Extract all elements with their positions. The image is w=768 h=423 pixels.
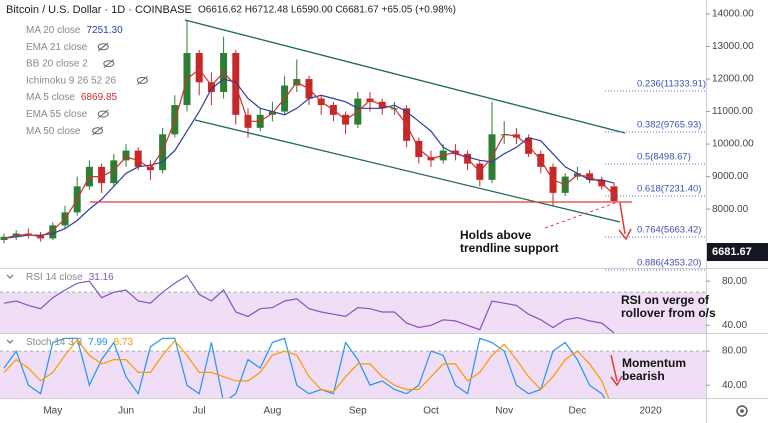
x-tick-label: Nov	[495, 406, 513, 417]
settings-icon-center	[740, 409, 744, 413]
trendline-projection	[544, 202, 616, 229]
pane-label: RSI 14 close 31.16	[26, 272, 114, 283]
indicator-line	[3, 274, 615, 333]
hidden-eye-slash	[97, 42, 109, 52]
x-tick-label: May	[43, 406, 62, 417]
hidden-eye-slash	[92, 126, 103, 136]
arrow	[610, 354, 618, 382]
fib-label: 0.382(9765.93)	[637, 120, 701, 131]
hidden-eye-slash	[97, 109, 109, 119]
ohlc-header: O6616.62 H6712.48 L6590.00 C6681.67 +65.…	[198, 5, 456, 16]
y-tick-label: 12000.00	[712, 74, 754, 85]
fib-label: 0.618(7231.40)	[637, 184, 701, 195]
pane-label-name: RSI 14 close	[26, 272, 83, 283]
x-tick-label: Sep	[349, 406, 367, 417]
y-tick-label: 11000.00	[712, 106, 753, 117]
x-tick-label: Jul	[193, 406, 206, 417]
pane-label-value: 7.99	[88, 337, 108, 348]
annotation: rollover from o/s	[621, 306, 716, 320]
indicator-legend: EMA 21 close	[26, 41, 88, 52]
indicator-name: BB 20 close 2	[26, 58, 88, 69]
indicator-name: EMA 21 close	[26, 41, 88, 52]
indicator-legend: MA 50 close	[26, 125, 81, 136]
candle-body	[195, 53, 203, 83]
fib-label: 0.5(8498.67)	[637, 152, 691, 163]
candle-body	[159, 134, 167, 171]
x-tick-label: Oct	[423, 406, 439, 417]
hidden-eye-icon	[97, 43, 109, 51]
hidden-eye-slash	[103, 59, 115, 68]
annotation: bearish	[622, 369, 665, 383]
annotation: Holds above	[460, 228, 532, 242]
pane-band	[0, 351, 706, 398]
fib-label: 0.764(5663.42)	[637, 225, 701, 236]
hidden-eye-icon	[136, 76, 148, 84]
indicator-name: Ichimoku 9 26 52 26	[26, 75, 116, 86]
y-tick-label: 13000.00	[712, 41, 754, 52]
fib-label: 0.236(11333.91)	[637, 79, 706, 90]
pane-label: Stoch 14 3 3 7.99 8.73	[26, 337, 134, 348]
indicator-legend: Ichimoku 9 26 52 26	[26, 75, 116, 86]
pane-label-value: 8.73	[114, 337, 134, 348]
candle-body	[207, 82, 215, 93]
y-tick-label: 14000.00	[712, 9, 754, 20]
annotation: trendline support	[460, 241, 559, 255]
indicator-legend: BB 20 close 2	[26, 58, 88, 69]
indicator-name: MA 20 close	[26, 25, 81, 36]
hidden-eye-slash	[137, 76, 148, 85]
x-tick-label: Jun	[118, 406, 134, 417]
candle-body	[134, 150, 142, 167]
candle-body	[110, 160, 118, 184]
arrow	[619, 202, 626, 235]
indicator-legend: EMA 55 close	[26, 109, 88, 120]
candle-body	[232, 53, 240, 115]
settings-icon[interactable]	[736, 405, 748, 417]
y-tick-label: 80.00	[722, 276, 747, 287]
indicator-value: 6869.85	[81, 92, 118, 103]
indicator-line	[3, 337, 606, 398]
y-tick-label: 80.00	[722, 346, 747, 357]
y-tick-label: 40.00	[722, 380, 747, 391]
channel-lower	[194, 119, 621, 223]
candle-body	[0, 236, 8, 241]
x-tick-label: Aug	[264, 406, 282, 417]
last-price-label: 6681.67	[712, 246, 752, 258]
annotation: RSI on verge of	[621, 293, 710, 307]
indicator-name: MA 50 close	[26, 125, 81, 136]
candle-body	[98, 166, 106, 184]
candle-body	[122, 150, 130, 161]
channel-upper	[184, 19, 626, 134]
pane-label-value: 31.16	[89, 272, 114, 283]
y-tick-label: 10000.00	[712, 139, 754, 150]
x-tick-label: 2020	[639, 406, 662, 417]
fib-label: 0.886(4353.20)	[637, 258, 701, 269]
hidden-eye-icon	[92, 127, 104, 135]
y-tick-label: 8000.00	[712, 204, 749, 215]
indicator-legend: MA 20 close 7251.30	[26, 25, 123, 36]
y-tick-label: 9000.00	[712, 171, 749, 182]
y-tick-label: 40.00	[722, 320, 747, 331]
ma-line	[3, 68, 615, 239]
indicator-line	[3, 339, 610, 398]
collapse-icon	[6, 339, 14, 344]
indicator-legend: MA 5 close 6869.85	[26, 92, 118, 103]
arrow-head	[618, 228, 632, 241]
candle-body	[49, 225, 57, 239]
indicator-value: 7251.30	[86, 25, 123, 36]
arrow-head	[610, 375, 623, 387]
x-tick-label: Dec	[569, 406, 587, 417]
hidden-eye-icon	[97, 110, 109, 118]
pane-label-name: Stoch 14 3 3	[26, 337, 83, 348]
symbol-title: Bitcoin / U.S. Dollar · 1D · COINBASE	[6, 4, 192, 16]
hidden-eye-icon	[103, 60, 115, 68]
ma-line	[3, 78, 615, 239]
collapse-icon	[6, 274, 14, 279]
indicator-name: EMA 55 close	[26, 109, 88, 120]
pane-band	[0, 292, 706, 333]
indicator-name: MA 5 close	[26, 92, 75, 103]
last-price-box	[707, 243, 768, 262]
annotation: Momentum	[622, 356, 686, 370]
